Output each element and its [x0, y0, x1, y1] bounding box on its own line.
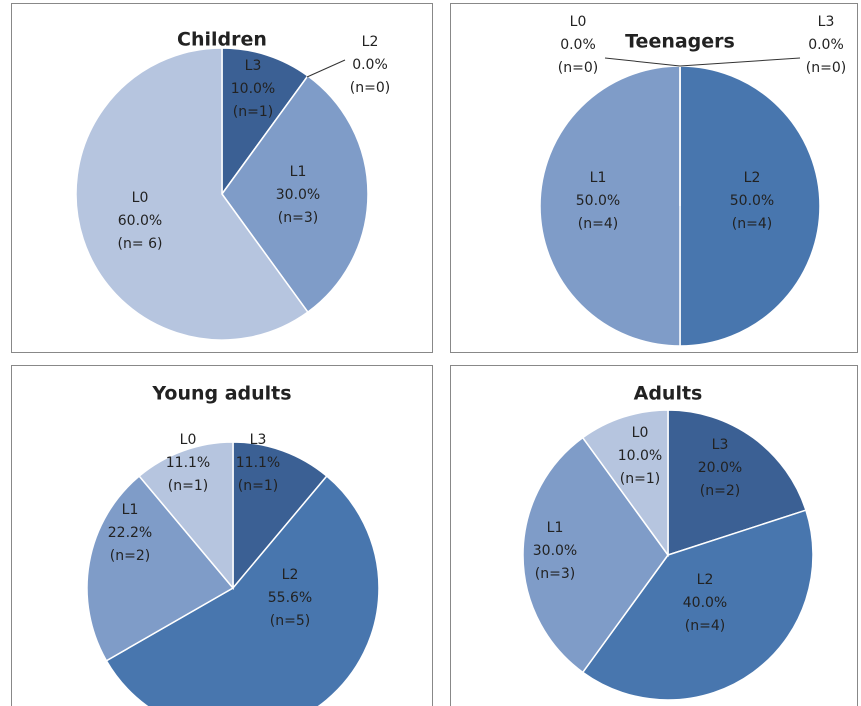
slice-label: L0 [132, 190, 149, 206]
slice-label: L0 [632, 425, 649, 441]
slice-value-label: 55.6% [268, 590, 312, 606]
pie-slice [667, 409, 807, 557]
slice-value-label: 40.0% [683, 595, 727, 611]
slice-label: L1 [290, 164, 307, 180]
slice-label: L2 [744, 170, 761, 186]
pie-chart: Teenagers L3 0.0% (n=0) L2 50.0% (n=4) L1 50.0% (… [539, 14, 846, 347]
slice-count-label: (n=1) [233, 104, 273, 120]
slice-label: L1 [547, 520, 564, 536]
chart-title: Children [177, 29, 267, 51]
slice-label: L0 [180, 432, 197, 448]
leader-line [604, 57, 681, 67]
slice-value-label: 10.0% [231, 81, 275, 97]
slice-value-label: 0.0% [560, 37, 596, 53]
slice-value-label: 11.1% [236, 455, 280, 471]
slice-value-label: 11.1% [166, 455, 210, 471]
pie-slice [232, 441, 328, 591]
pie-slice [221, 74, 369, 314]
slice-count-label: (n=2) [110, 548, 150, 564]
slice-value-label: 30.0% [533, 543, 577, 559]
pie-slice [221, 47, 309, 197]
slice-count-label: (n=0) [558, 60, 598, 76]
slice-value-label: 30.0% [276, 187, 320, 203]
slice-label: L3 [245, 58, 262, 74]
chart-title: Adults [634, 383, 703, 405]
slice-value-label: 0.0% [352, 57, 388, 73]
slice-value-label: 50.0% [576, 193, 620, 209]
pie-slice [539, 65, 681, 347]
slice-label: L1 [590, 170, 607, 186]
pie-chart: Adults L3 20.0% (n=2) L2 40.0% (n=4) L1 30.0% (n=… [522, 383, 814, 701]
slice-value-label: 10.0% [618, 448, 662, 464]
slice-count-label: (n=1) [620, 471, 660, 487]
pie-slice [581, 409, 669, 558]
slice-value-label: 60.0% [118, 213, 162, 229]
slice-label: L2 [697, 572, 714, 588]
slice-label: L3 [250, 432, 267, 448]
pie-slice [75, 47, 309, 341]
slice-value-label: 50.0% [730, 193, 774, 209]
pie-slice [86, 475, 235, 662]
pie-slice [105, 475, 380, 706]
slice-count-label: (n=0) [350, 80, 390, 96]
slice-count-label: (n=5) [270, 613, 310, 629]
pie-slice [522, 436, 669, 674]
slice-label: L0 [570, 14, 587, 30]
slice-count-label: (n=4) [578, 216, 618, 232]
slice-count-label: (n=1) [168, 478, 208, 494]
pie-slice [138, 441, 234, 591]
chart-title: Young adults [151, 383, 291, 405]
slice-label: L3 [818, 14, 835, 30]
slice-label: L2 [362, 34, 379, 50]
slice-count-label: (n=3) [278, 210, 318, 226]
pie-slice [679, 65, 821, 347]
slice-count-label: (n=4) [685, 618, 725, 634]
slice-count-label: (n=2) [700, 483, 740, 499]
slice-value-label: 0.0% [808, 37, 844, 53]
slice-label: L1 [122, 502, 139, 518]
slice-count-label: (n=0) [806, 60, 846, 76]
chart-title: Teenagers [625, 31, 735, 53]
slice-count-label: (n=4) [732, 216, 772, 232]
pie-chart: Young adults L3 11.1% (n=1) L2 55.6% (n=5) L1 22… [86, 383, 380, 706]
leader-line [306, 59, 346, 78]
slice-label: L3 [712, 437, 729, 453]
slice-count-label: (n=3) [535, 566, 575, 582]
pie-chart: Children L3 10.0% (n=1) L2 0.0% (n=0) L1 30.0% (n… [75, 29, 390, 341]
slice-value-label: 22.2% [108, 525, 152, 541]
slice-count-label: (n= 6) [118, 236, 163, 252]
slice-value-label: 20.0% [698, 460, 742, 476]
leader-line [679, 57, 801, 67]
slice-label: L2 [282, 567, 299, 583]
slice-count-label: (n=1) [238, 478, 278, 494]
pie-slice [581, 509, 814, 701]
